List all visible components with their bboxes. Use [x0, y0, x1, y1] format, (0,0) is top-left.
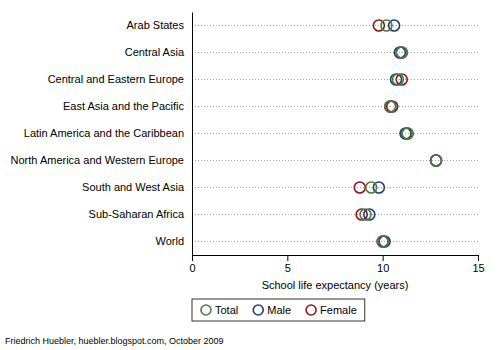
y-tick: Sub-Saharan Africa [89, 208, 185, 220]
y-tick-label: Arab States [127, 19, 185, 31]
legend-label: Male [267, 304, 291, 316]
x-tick-label: 0 [189, 262, 195, 274]
y-tick: Arab States [127, 19, 185, 31]
y-tick: Central Asia [125, 46, 185, 58]
dot [392, 74, 403, 85]
dot [385, 101, 396, 112]
y-tick-label: Sub-Saharan Africa [89, 208, 185, 220]
legend-symbol [201, 305, 211, 315]
y-tick-label: Central and Eastern Europe [48, 73, 184, 85]
y-tick-label: Latin America and the Caribbean [24, 127, 184, 139]
plot: 0 5 10 15 Arab States Central Asia Central and… [11, 13, 485, 292]
grid [192, 26, 478, 242]
x-tick-label: 10 [377, 262, 389, 274]
y-tick: Central and Eastern Europe [48, 73, 184, 85]
grid-line [192, 241, 478, 242]
grid-line [192, 214, 478, 215]
dot [385, 101, 396, 112]
legend-label: Total [215, 304, 238, 316]
x-tick-mark [287, 255, 288, 261]
dot [396, 47, 407, 58]
legend-frame [192, 299, 365, 321]
series [360, 20, 442, 247]
grid-line [192, 160, 478, 161]
y-tick-label: East Asia and the Pacific [63, 100, 185, 112]
series [354, 20, 441, 247]
y-tick: South and West Asia [82, 181, 185, 193]
y-tick-label: South and West Asia [82, 181, 185, 193]
legend-item: Female [306, 304, 357, 316]
x-tick-mark [383, 255, 384, 261]
x-tick-mark [192, 255, 193, 261]
chart: 0 5 10 15 Arab States Central Asia Central and… [0, 0, 500, 350]
x-tick: 5 [285, 255, 291, 274]
x-tick-label: 15 [472, 262, 484, 274]
y-tick-label: World [155, 235, 184, 247]
dot [360, 209, 371, 220]
x-axis-title: School life expectancy (years) [262, 279, 409, 291]
marks [354, 20, 441, 247]
grid-line [192, 52, 478, 53]
grid-line [192, 25, 478, 26]
y-tick: Latin America and the Caribbean [24, 127, 184, 139]
dot [402, 128, 413, 139]
y-tick-label: North America and Western Europe [11, 154, 184, 166]
grid-line [192, 133, 478, 134]
x-tick: 10 [377, 255, 389, 274]
y-tick: World [155, 235, 184, 247]
footnote: Friedrich Huebler, huebler.blogspot.com,… [5, 336, 224, 346]
dot [354, 182, 365, 193]
legend-label: Female [320, 304, 357, 316]
grid-line [192, 79, 478, 80]
dot [377, 236, 388, 247]
y-axis: Arab States Central Asia Central and Easte… [11, 13, 193, 256]
y-tick: North America and Western Europe [11, 154, 184, 166]
legend-item: Male [253, 304, 291, 316]
dot [431, 155, 442, 166]
legend-symbol [306, 305, 316, 315]
series [364, 20, 442, 247]
dot [431, 155, 442, 166]
dot [381, 20, 392, 31]
legend-symbol [253, 305, 263, 315]
grid-line [192, 187, 478, 188]
legend-item: Total [201, 304, 238, 316]
y-axis-line [192, 13, 193, 256]
x-tick: 15 [472, 255, 484, 274]
x-axis-line [193, 256, 479, 262]
dot [431, 155, 442, 166]
x-tick: 0 [189, 255, 195, 274]
y-tick: East Asia and the Pacific [63, 100, 185, 112]
x-tick-mark [478, 255, 479, 261]
x-tick-label: 5 [285, 262, 291, 274]
y-tick-label: Central Asia [125, 46, 185, 58]
grid-line [192, 106, 478, 107]
x-axis: 0 5 10 15 [189, 255, 484, 274]
legend: Total Male Female [192, 299, 365, 321]
dot [366, 182, 377, 193]
